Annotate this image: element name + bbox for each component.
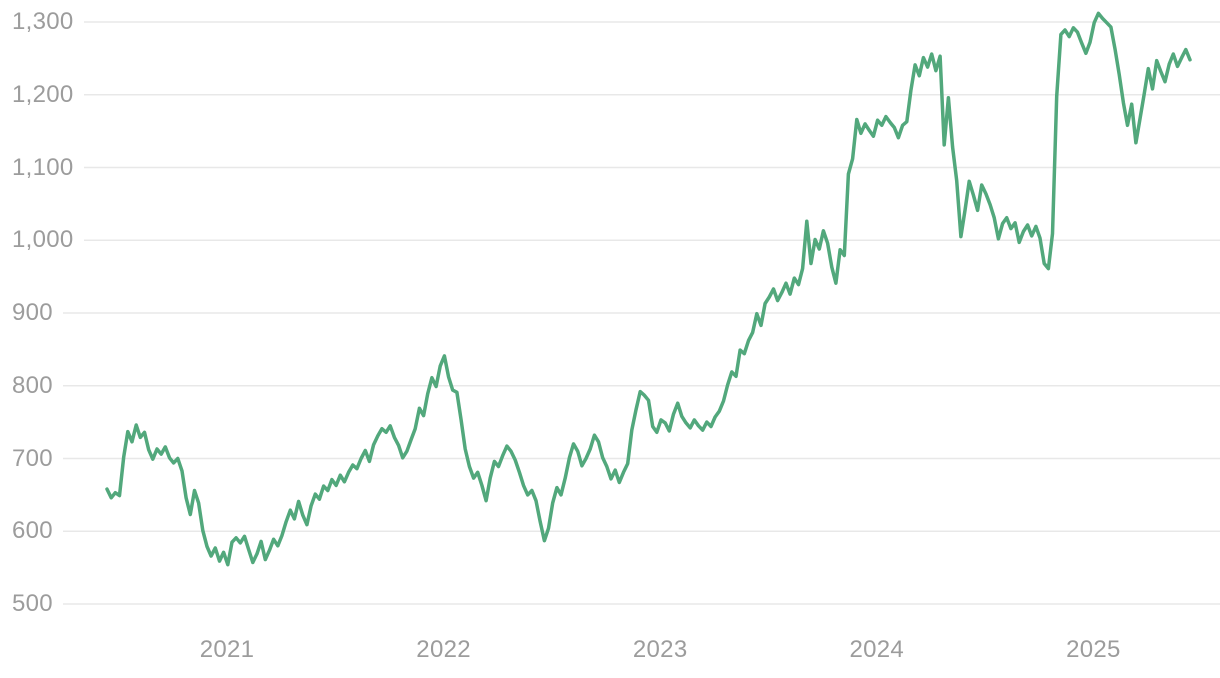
x-axis-label: 2021 — [199, 636, 255, 663]
y-axis-label: 500 — [0, 589, 63, 619]
y-axis-label: 1,300 — [0, 7, 84, 37]
y-axis-label: 1,100 — [0, 152, 84, 183]
x-axis-label: 2024 — [849, 636, 905, 663]
y-axis-label: 1,200 — [0, 79, 84, 110]
y-axis-label: 800 — [0, 370, 63, 401]
y-axis-label: 900 — [0, 298, 63, 328]
x-axis-label: 2023 — [632, 636, 688, 663]
y-axis-label: 700 — [0, 443, 63, 474]
y-axis-label: 1,000 — [0, 225, 84, 256]
price-line — [105, 11, 1192, 567]
x-axis-label: 2025 — [1066, 636, 1121, 663]
x-axis-label: 2022 — [416, 636, 471, 663]
y-axis-label: 600 — [0, 516, 63, 547]
